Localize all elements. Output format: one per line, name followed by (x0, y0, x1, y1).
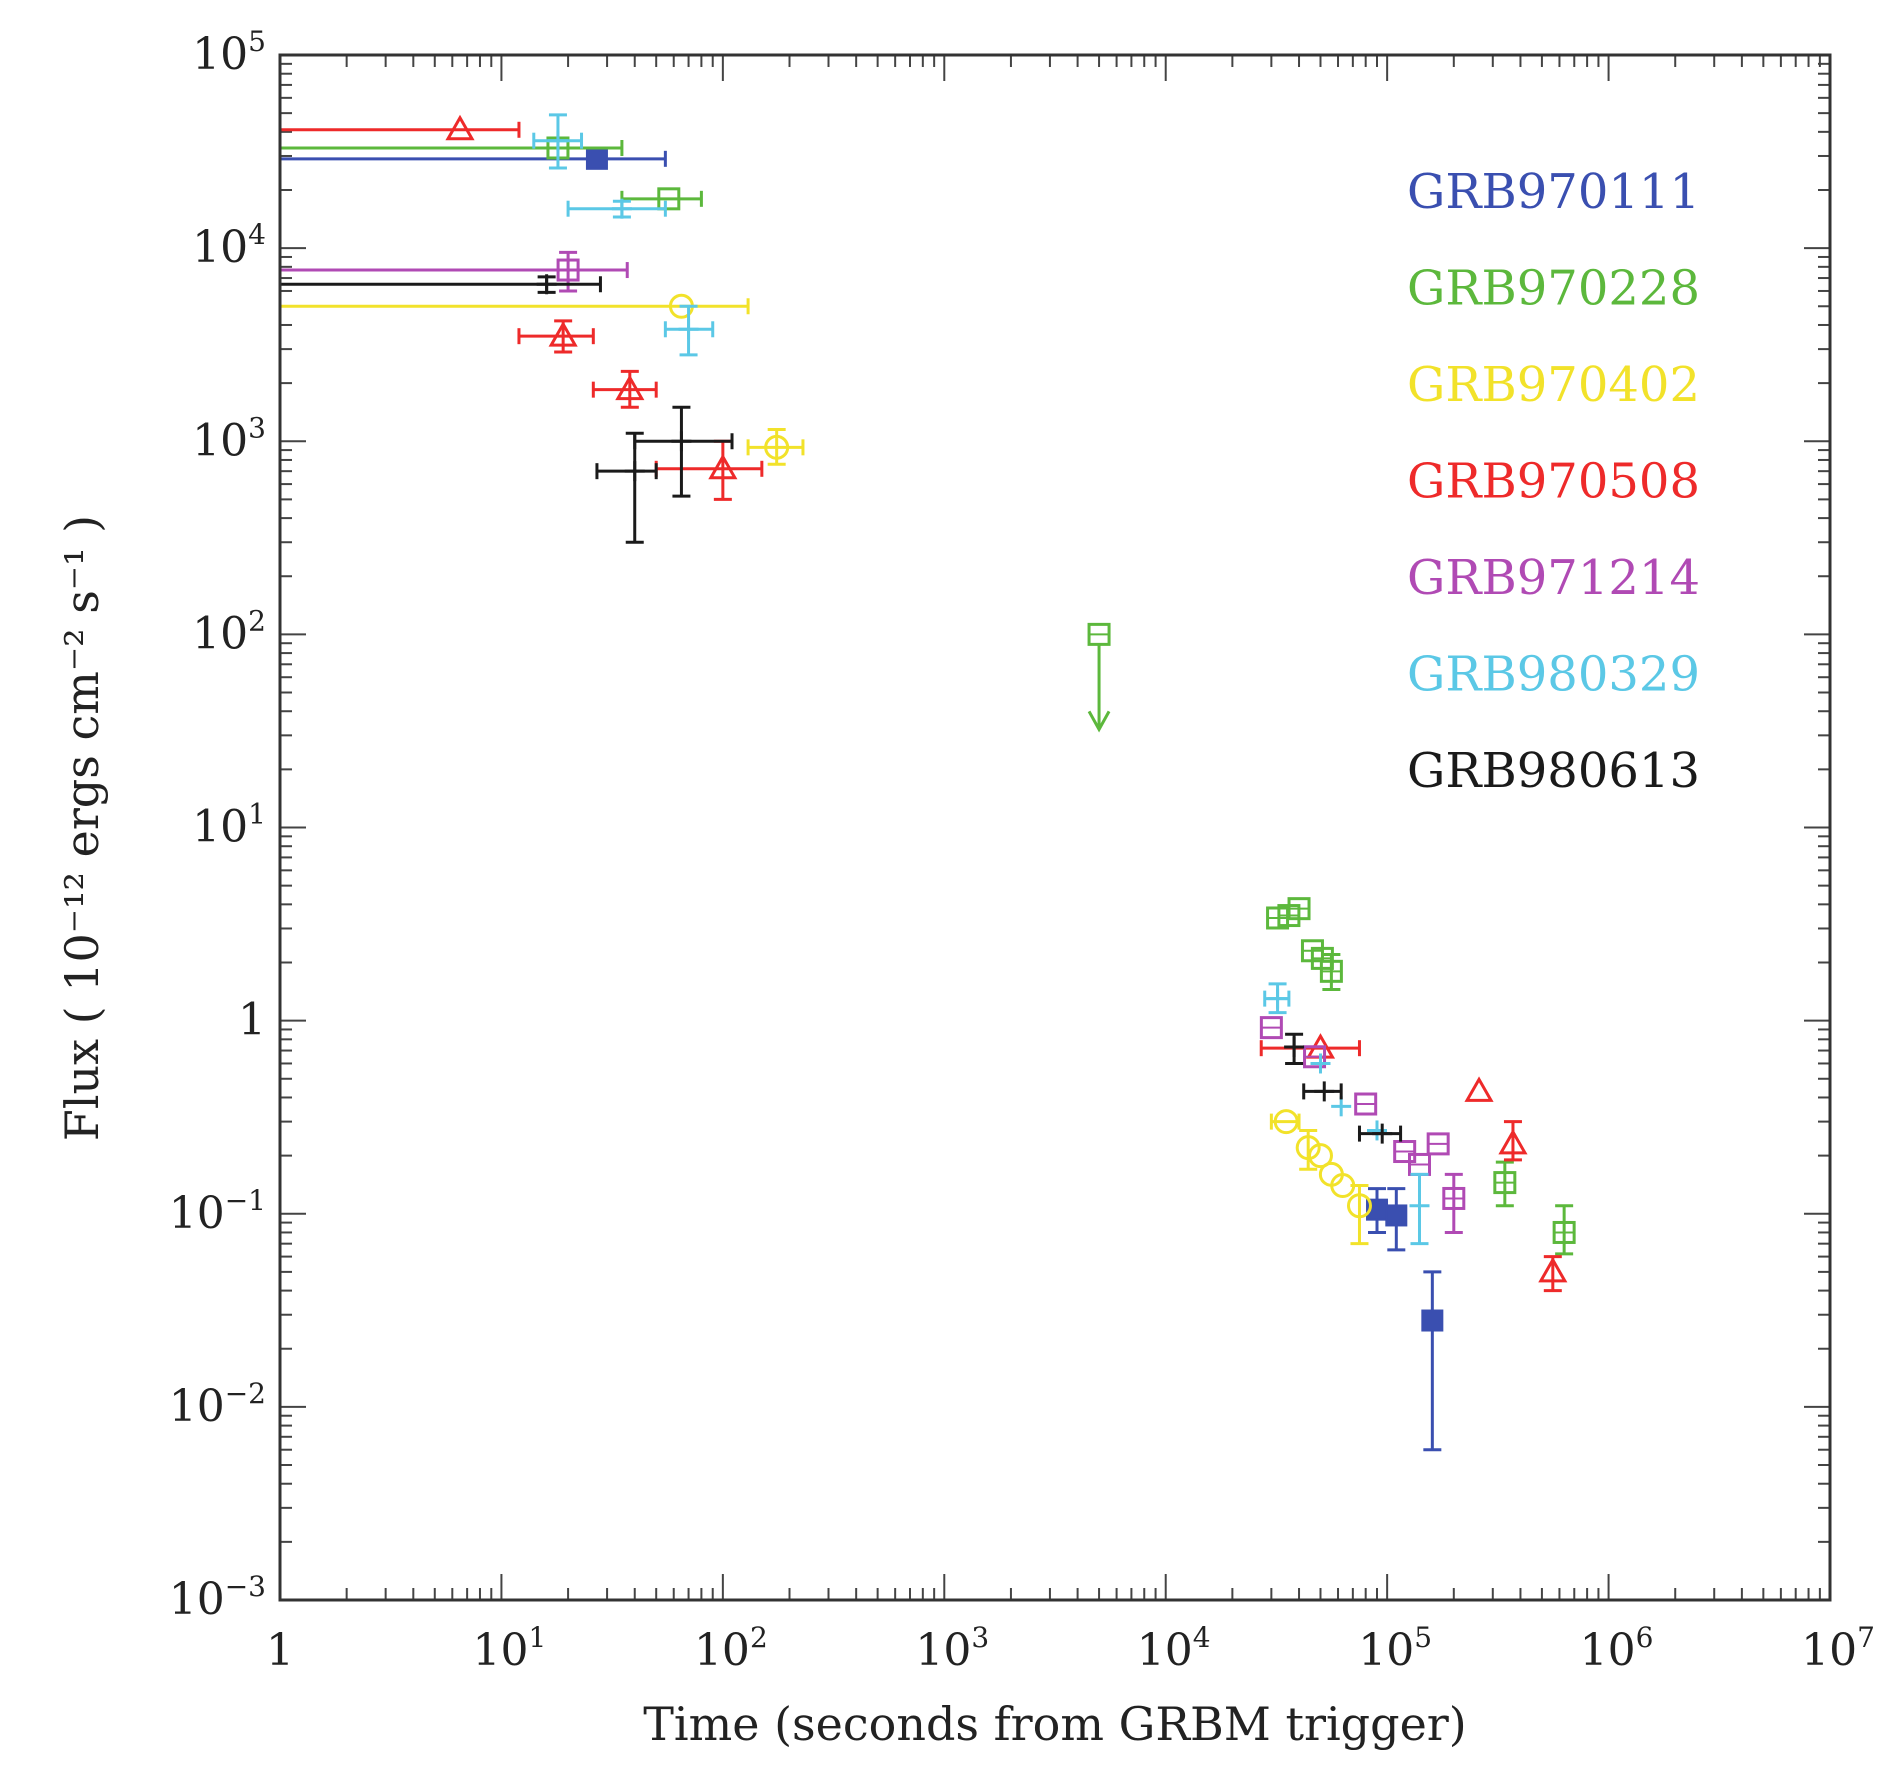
x-tick-label: 106 (1580, 1621, 1654, 1676)
y-tick-label: 104 (192, 218, 266, 273)
data-point (532, 113, 584, 170)
x-tick-label: 107 (1801, 1621, 1875, 1676)
data-point (566, 198, 667, 219)
data-marker (1498, 1128, 1528, 1155)
data-point (1552, 1204, 1576, 1256)
y-tick-label: 101 (192, 798, 266, 853)
data-point (1287, 897, 1311, 921)
data-points (280, 113, 1576, 1452)
series-grb970508 (280, 114, 1568, 1293)
data-marker (1273, 1109, 1299, 1135)
data-point (1087, 622, 1111, 733)
data-point (1464, 1076, 1494, 1102)
data-point (280, 147, 667, 170)
data-point (1269, 1109, 1301, 1135)
legend-entry-grb980329: GRB980329 (1407, 647, 1700, 703)
data-marker (1385, 1204, 1408, 1227)
y-tick-label: 1 (238, 995, 266, 1046)
data-point (280, 274, 602, 295)
data-marker (1421, 1309, 1444, 1332)
x-tick-label: 105 (1358, 1621, 1432, 1676)
data-point (1284, 1032, 1305, 1065)
data-point (1393, 1140, 1417, 1164)
data-point (1498, 1120, 1528, 1162)
data-point (633, 405, 734, 498)
y-tick-label: 10−2 (169, 1377, 266, 1432)
data-marker (1295, 1135, 1321, 1161)
data-point (280, 114, 521, 141)
data-marker (1307, 1143, 1333, 1169)
data-point (1421, 1270, 1444, 1452)
data-point (1346, 1184, 1372, 1246)
upper-limit-arrowhead (1087, 710, 1111, 733)
x-tick-label: 1 (266, 1625, 294, 1676)
series-grb980613 (280, 274, 1403, 1144)
y-tick-label: 103 (192, 411, 266, 466)
data-point (1538, 1255, 1568, 1293)
data-point (1302, 1081, 1343, 1102)
data-point (1295, 1128, 1321, 1171)
legend-entry-grb970228: GRB970228 (1407, 261, 1700, 317)
data-point (595, 431, 658, 544)
tick-labels: 1 101 102 103 104 105 106 107 10−3 10−2 10−1 1 101 10… (169, 25, 1875, 1676)
data-point (1319, 952, 1343, 991)
data-marker (764, 434, 790, 460)
x-tick-label: 104 (1137, 1621, 1211, 1676)
legend-entry-grb971214: GRB971214 (1407, 550, 1700, 606)
data-point (1310, 1053, 1331, 1074)
data-marker (1538, 1256, 1568, 1283)
y-axis-title: Flux ( 10⁻¹² ergs cm⁻² s⁻¹ ) (55, 515, 109, 1141)
legend: GRB970111 GRB970228 GRB970402 GRB970508 GRB9… (1407, 164, 1700, 799)
data-point (1307, 1143, 1333, 1169)
data-point (746, 428, 805, 466)
data-point (1263, 982, 1291, 1015)
y-tick-label: 102 (192, 604, 266, 659)
x-tick-label: 101 (473, 1621, 547, 1676)
data-marker (708, 453, 738, 480)
data-point (1259, 1016, 1283, 1040)
data-marker (585, 147, 608, 170)
series-grb970111 (280, 147, 1444, 1452)
data-point (1426, 1132, 1450, 1156)
data-point (1357, 1123, 1403, 1144)
legend-entry-grb970402: GRB970402 (1407, 357, 1700, 413)
axis-ticks (279, 55, 1830, 1601)
data-point (1354, 1092, 1378, 1116)
data-point (1366, 1187, 1389, 1234)
legend-entry-grb970508: GRB970508 (1407, 454, 1700, 510)
data-point (663, 304, 715, 357)
series-grb980329 (532, 113, 1430, 1246)
data-point (280, 250, 629, 293)
data-point (517, 319, 595, 354)
y-tick-label: 10−1 (169, 1184, 266, 1239)
data-marker (548, 321, 578, 347)
data-point (1385, 1187, 1408, 1252)
data-point (1331, 1096, 1352, 1117)
legend-entry-grb970111: GRB970111 (1407, 164, 1700, 220)
data-point (591, 369, 658, 409)
y-tick-label: 105 (192, 25, 266, 80)
x-axis-title: Time (seconds from GRBM trigger) (643, 1697, 1467, 1751)
data-marker (615, 374, 645, 401)
data-point (1442, 1172, 1466, 1234)
legend-entry-grb980613: GRB980613 (1407, 743, 1700, 799)
plot-frame (278, 53, 1832, 1602)
data-point (1409, 1172, 1430, 1246)
data-point (1493, 1160, 1517, 1208)
data-marker (1464, 1076, 1494, 1102)
y-tick-label: 10−3 (169, 1570, 266, 1625)
data-marker (1346, 1193, 1372, 1219)
series-grb970402 (280, 293, 1372, 1246)
x-tick-label: 102 (694, 1621, 768, 1676)
data-marker (445, 114, 475, 141)
x-tick-label: 103 (915, 1621, 989, 1676)
